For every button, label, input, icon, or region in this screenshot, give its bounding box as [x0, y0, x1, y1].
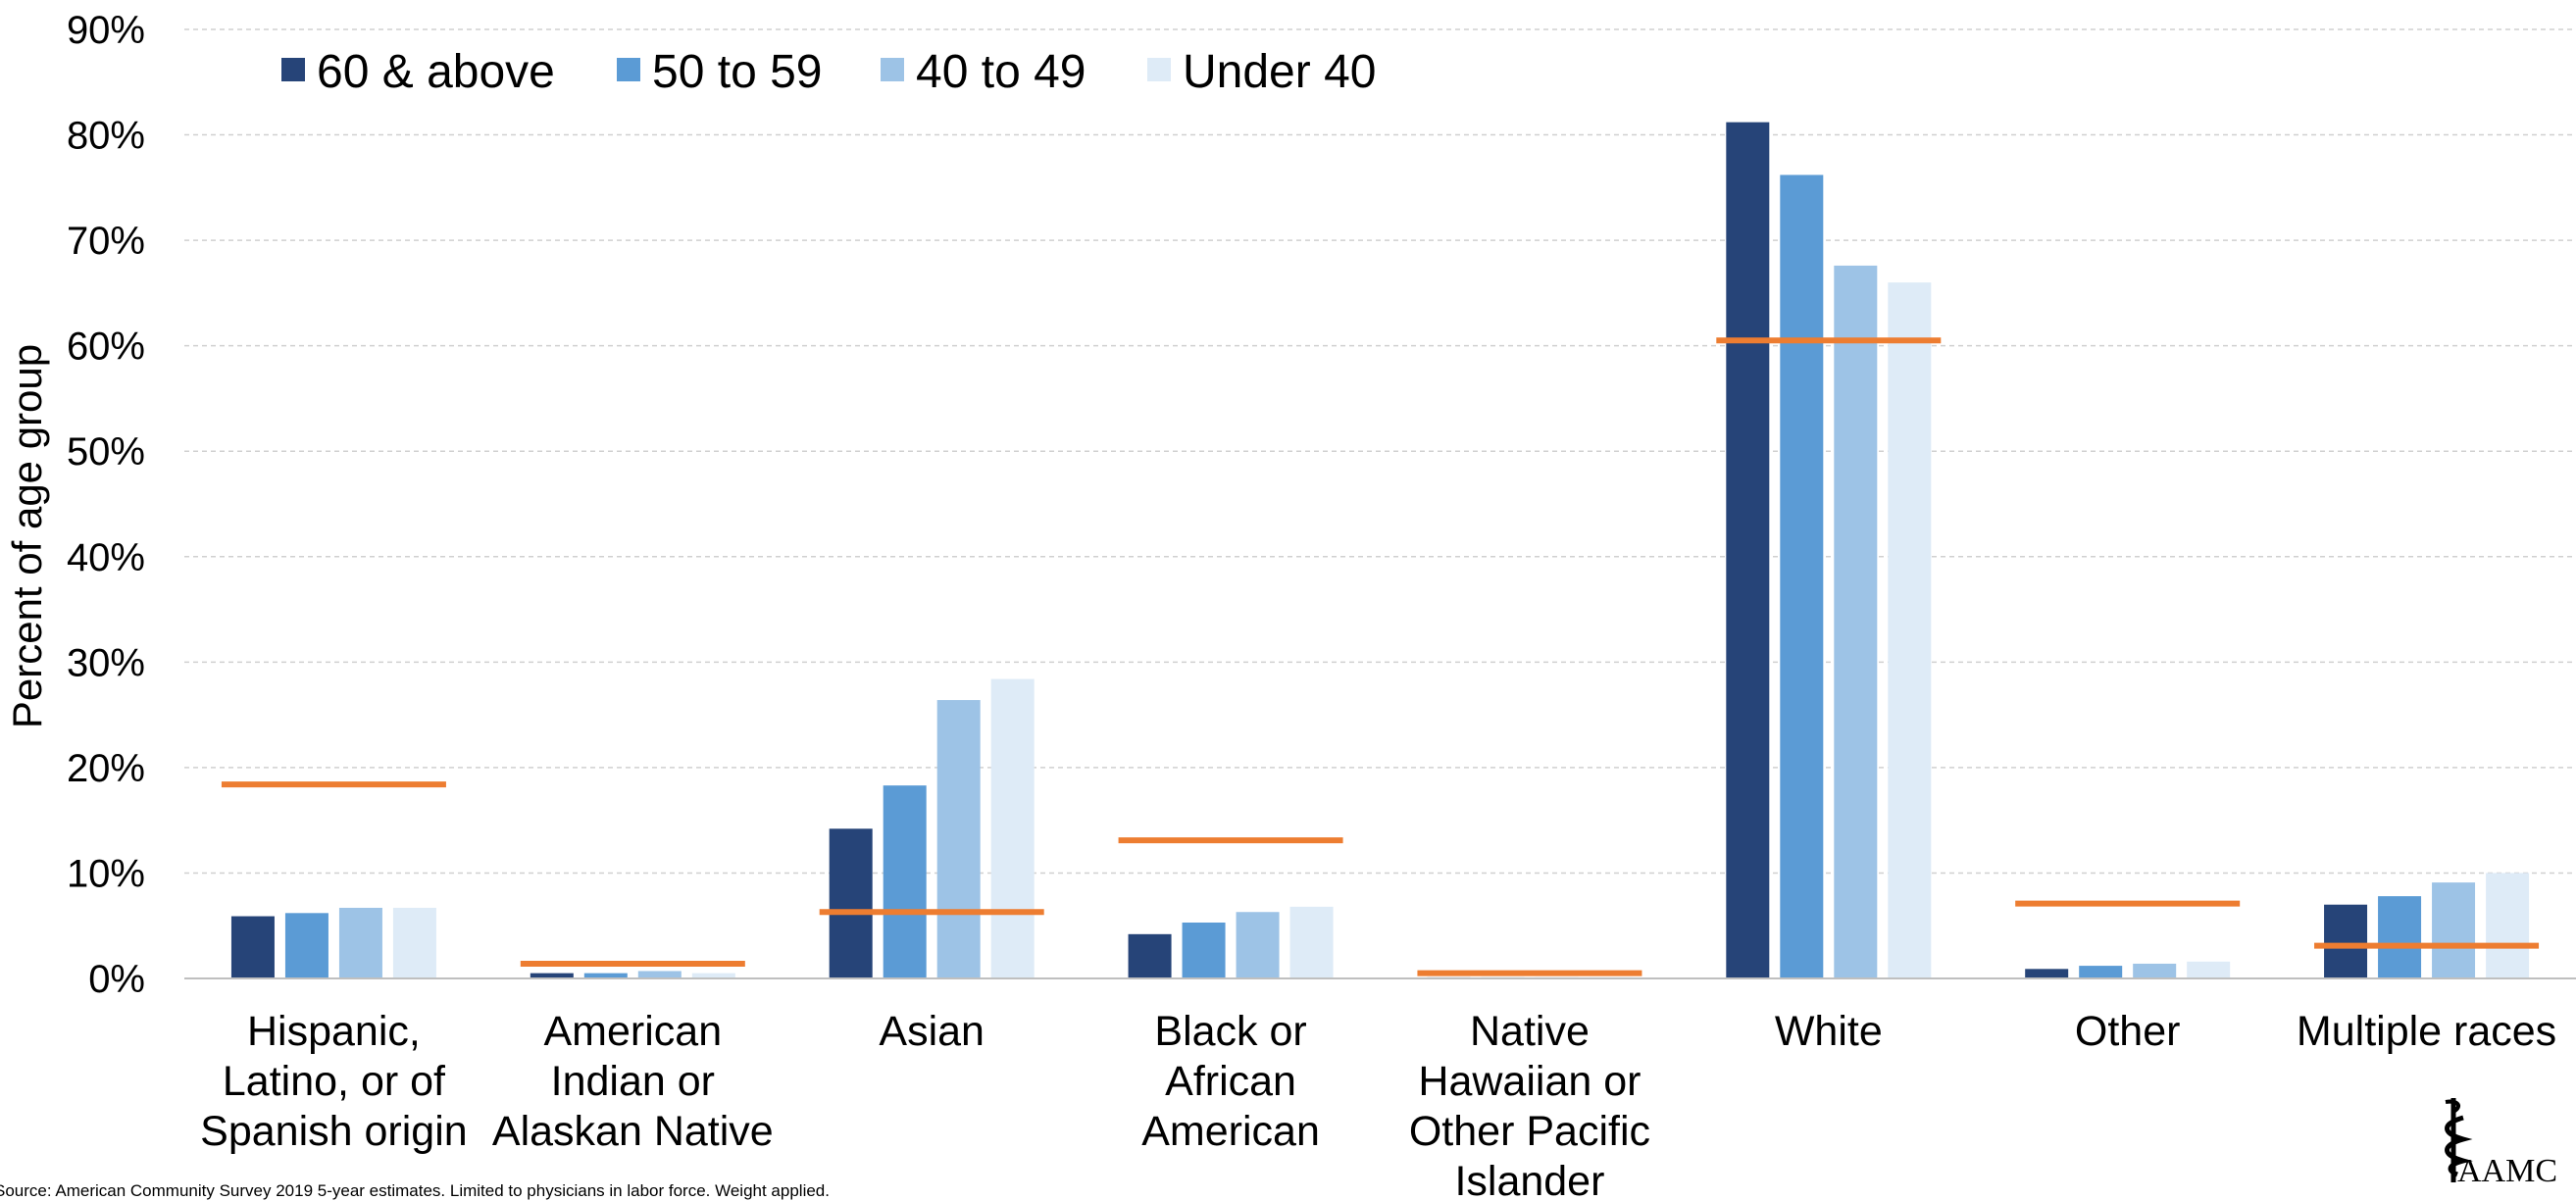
bar — [583, 973, 628, 978]
bar — [936, 700, 981, 978]
bar — [1128, 933, 1172, 978]
y-tick-label: 10% — [67, 852, 145, 895]
bar — [2486, 873, 2530, 978]
x-category-label: Other — [2075, 1008, 2181, 1055]
legend-swatch — [881, 58, 904, 81]
bar — [2079, 966, 2123, 978]
bar — [2432, 882, 2476, 978]
legend-swatch — [281, 58, 305, 81]
bar — [392, 907, 436, 978]
legend: 60 & above 50 to 59 40 to 49 Under 40 — [281, 46, 1376, 98]
x-category-label: American Indian or Alaskan Native — [492, 1008, 774, 1155]
bar — [2324, 904, 2368, 978]
legend-swatch — [1147, 58, 1171, 81]
bar — [2133, 963, 2177, 978]
x-category-label: Multiple races — [2297, 1008, 2556, 1055]
bar — [530, 973, 574, 978]
bar — [1834, 265, 1878, 978]
bar — [1726, 122, 1770, 979]
y-tick-label: 50% — [67, 430, 145, 474]
legend-label: 60 & above — [317, 46, 555, 98]
y-tick-label: 30% — [67, 641, 145, 684]
x-category-label: Native Hawaiian or Other Pacific Islander — [1409, 1008, 1650, 1197]
bar — [1182, 922, 1226, 978]
bar — [2025, 969, 2069, 978]
bar — [637, 971, 682, 978]
y-tick-label: 0% — [88, 958, 145, 1001]
y-axis-ticks: 0% 10% 20% 30% 40% 50% 60% 70% 80% 90% — [67, 9, 145, 1001]
bar — [1780, 175, 1824, 979]
bar — [2378, 896, 2422, 978]
bar — [691, 973, 735, 978]
y-tick-label: 60% — [67, 325, 145, 369]
x-category-label: Hispanic, Latino, or of Spanish origin — [200, 1008, 468, 1155]
y-tick-label: 90% — [67, 9, 145, 52]
x-category-label: Black or African American — [1141, 1008, 1320, 1155]
y-tick-label: 40% — [67, 536, 145, 579]
bar — [230, 916, 275, 978]
reference-lines — [221, 337, 2540, 976]
x-axis-categories: Hispanic, Latino, or of Spanish originAmer… — [200, 1008, 2556, 1197]
bar — [883, 785, 927, 978]
bar — [2187, 961, 2231, 978]
x-category-label: White — [1775, 1008, 1883, 1055]
caduceus-icon — [2445, 1098, 2473, 1182]
x-category-label: Asian — [879, 1008, 985, 1055]
y-tick-label: 70% — [67, 220, 145, 263]
legend-label: 40 to 49 — [916, 46, 1086, 98]
source-note: Source: American Community Survey 2019 5… — [0, 1181, 830, 1200]
y-axis-label: Percent of age group — [4, 344, 50, 728]
legend-label: 50 to 59 — [652, 46, 822, 98]
bar — [338, 907, 382, 978]
bars — [230, 122, 2530, 979]
logo-text: AAMC — [2457, 1153, 2558, 1189]
aamc-logo: AAMC — [2430, 1096, 2567, 1194]
bar — [284, 913, 328, 978]
bar — [1289, 906, 1334, 978]
gridlines — [184, 28, 2576, 875]
y-tick-label: 80% — [67, 115, 145, 158]
bar — [1236, 912, 1280, 978]
bar — [990, 678, 1035, 978]
legend-swatch — [617, 58, 640, 81]
bar — [1888, 282, 1932, 979]
legend-label: Under 40 — [1183, 46, 1376, 98]
y-tick-label: 20% — [67, 747, 145, 790]
bar — [829, 828, 873, 978]
